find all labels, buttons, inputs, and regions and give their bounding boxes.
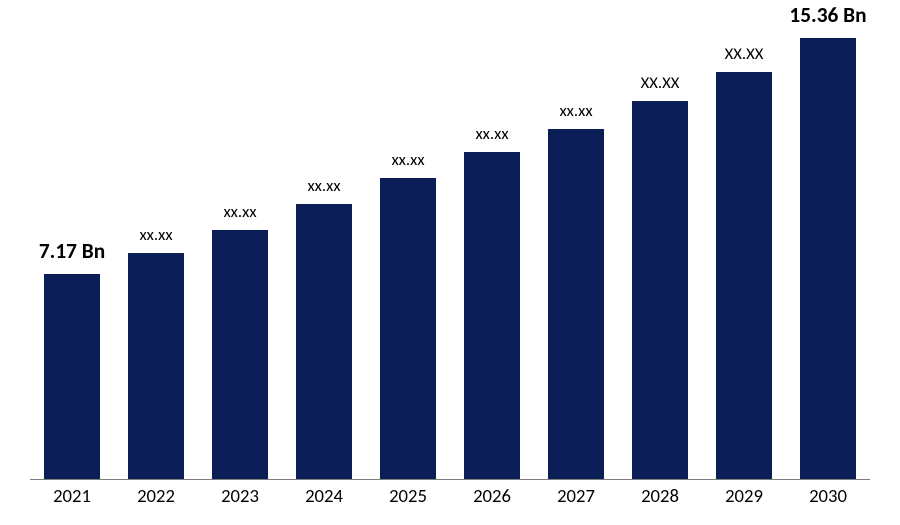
x-axis-label: 2030 xyxy=(786,485,870,513)
x-axis-line xyxy=(30,479,870,480)
bar-column: 7.17 Bn xyxy=(30,20,114,480)
bar-value-label: XX.XX xyxy=(725,44,764,64)
x-axis-label: 2028 xyxy=(618,485,702,513)
bar-value-label: xx.xx xyxy=(223,202,256,222)
plot-area: 7.17 Bn xx.xx xx.xx xx.xx xx.xx xx.xx xx.xx XX.… xyxy=(30,20,870,480)
x-axis-label: 2023 xyxy=(198,485,282,513)
bar-value-label: xx.xx xyxy=(307,176,340,196)
x-axis-label: 2026 xyxy=(450,485,534,513)
bar xyxy=(296,204,351,480)
bar-value-label: 7.17 Bn xyxy=(39,238,105,264)
x-axis-label: 2029 xyxy=(702,485,786,513)
bar-value-label: XX.XX xyxy=(641,73,680,93)
x-axis-label: 2027 xyxy=(534,485,618,513)
bars-container: 7.17 Bn xx.xx xx.xx xx.xx xx.xx xx.xx xx.xx XX.… xyxy=(30,20,870,480)
x-axis-labels: 2021202220232024202520262027202820292030 xyxy=(30,485,870,513)
bar-column: xx.xx xyxy=(114,20,198,480)
bar xyxy=(128,253,183,480)
bar xyxy=(44,274,99,480)
bar-column: xx.xx xyxy=(366,20,450,480)
bar-column: xx.xx xyxy=(450,20,534,480)
bar xyxy=(548,129,603,480)
bar-column: xx.xx xyxy=(282,20,366,480)
bar-chart: 7.17 Bn xx.xx xx.xx xx.xx xx.xx xx.xx xx.xx XX.… xyxy=(0,0,900,525)
bar-column: xx.xx xyxy=(534,20,618,480)
bar-column: 15.36 Bn xyxy=(786,20,870,480)
x-axis-label: 2025 xyxy=(366,485,450,513)
bar xyxy=(464,152,519,480)
bar xyxy=(800,38,855,480)
bar xyxy=(716,72,771,480)
bar-column: XX.XX xyxy=(618,20,702,480)
bar-value-label: 15.36 Bn xyxy=(789,2,866,28)
x-axis-label: 2022 xyxy=(114,485,198,513)
bar-value-label: xx.xx xyxy=(139,225,172,245)
bar-column: xx.xx xyxy=(198,20,282,480)
x-axis-label: 2024 xyxy=(282,485,366,513)
bar xyxy=(632,101,687,481)
bar-value-label: xx.xx xyxy=(475,124,508,144)
x-axis-label: 2021 xyxy=(30,485,114,513)
bar-column: XX.XX xyxy=(702,20,786,480)
bar-value-label: xx.xx xyxy=(559,101,592,121)
bar xyxy=(380,178,435,480)
bar-value-label: xx.xx xyxy=(391,150,424,170)
bar xyxy=(212,230,267,480)
